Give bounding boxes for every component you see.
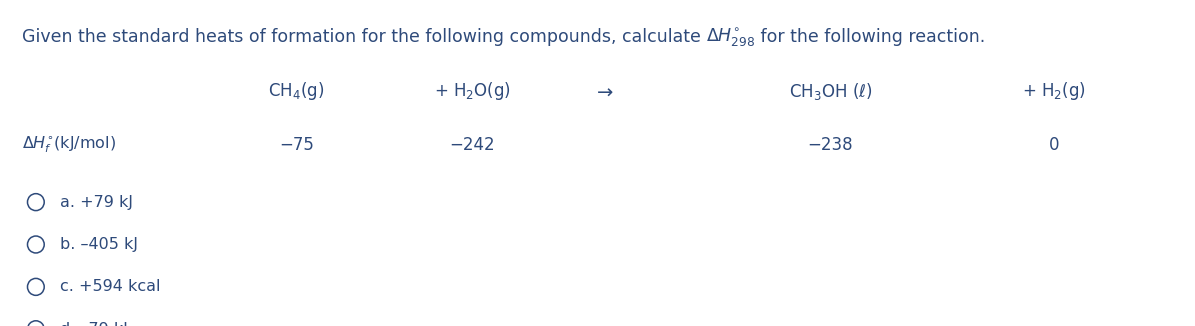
Text: $\rightarrow$: $\rightarrow$ bbox=[593, 82, 614, 101]
Text: $\Delta H^{\circ}_f$(kJ/mol): $\Delta H^{\circ}_f$(kJ/mol) bbox=[22, 135, 116, 155]
Text: c. +594 kcal: c. +594 kcal bbox=[60, 279, 160, 294]
Text: −242: −242 bbox=[449, 136, 495, 154]
Text: −75: −75 bbox=[278, 136, 314, 154]
Text: + H$_2$O(g): + H$_2$O(g) bbox=[434, 80, 510, 102]
Text: −238: −238 bbox=[808, 136, 853, 154]
Text: 0: 0 bbox=[1049, 136, 1059, 154]
Text: Given the standard heats of formation for the following compounds, calculate: Given the standard heats of formation fo… bbox=[22, 28, 706, 47]
Ellipse shape bbox=[27, 278, 44, 295]
Ellipse shape bbox=[27, 236, 44, 253]
Text: b. –405 kJ: b. –405 kJ bbox=[60, 237, 137, 252]
Ellipse shape bbox=[27, 194, 44, 211]
Text: a. +79 kJ: a. +79 kJ bbox=[60, 195, 133, 210]
Text: CH$_4$(g): CH$_4$(g) bbox=[268, 80, 325, 102]
Text: CH$_3$OH ($\ell$): CH$_3$OH ($\ell$) bbox=[789, 81, 872, 102]
Text: $\Delta H^{\circ}_{298}$: $\Delta H^{\circ}_{298}$ bbox=[706, 26, 755, 49]
Text: + H$_2$(g): + H$_2$(g) bbox=[1022, 80, 1086, 102]
Ellipse shape bbox=[27, 321, 44, 326]
Text: for the following reaction.: for the following reaction. bbox=[755, 28, 986, 47]
Text: d. –79 kJ: d. –79 kJ bbox=[60, 322, 128, 326]
